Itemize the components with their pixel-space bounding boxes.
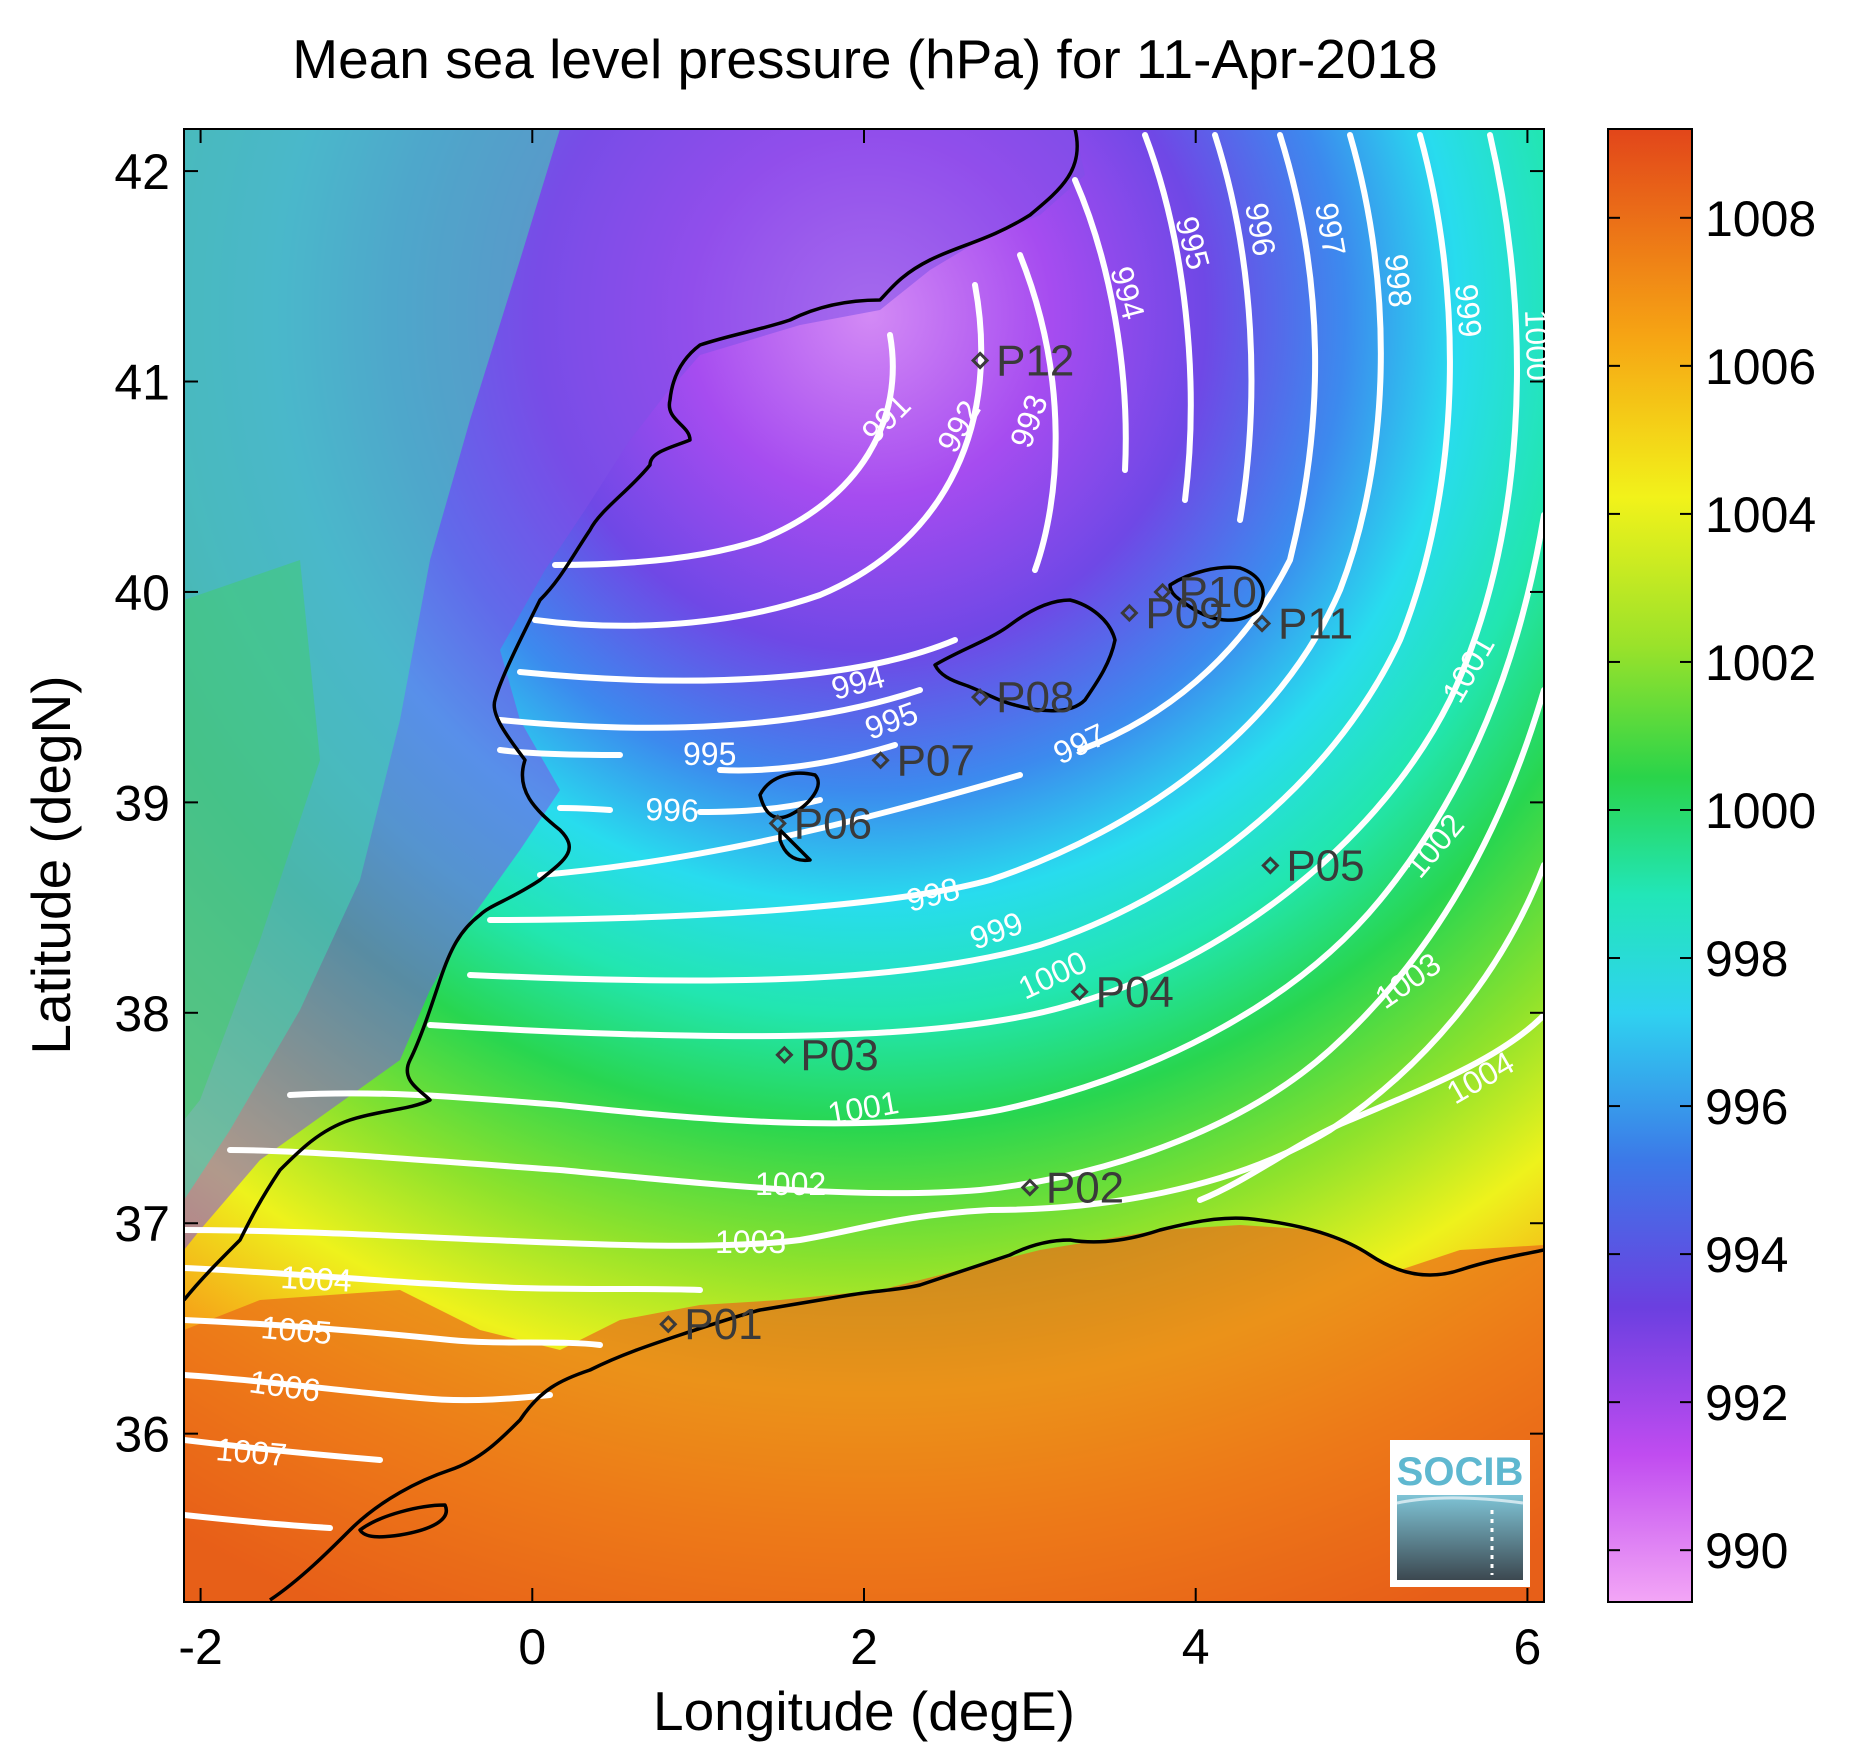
- station-label-p08: P08: [996, 673, 1074, 722]
- station-marker-p03: [775, 1045, 794, 1065]
- isobar-1005: [184, 1317, 603, 1348]
- socib-logo-wave: [1396, 1496, 1524, 1505]
- contour-label-1002-south: 1002: [755, 1166, 826, 1202]
- alboran-coastline: [358, 1503, 449, 1539]
- chart-title: Mean sea level pressure (hPa) for 11-Apr…: [292, 28, 1437, 90]
- africa-coastline: [269, 1216, 1544, 1602]
- isobar-991: [552, 332, 896, 568]
- station-label-p11: P11: [1278, 600, 1353, 649]
- socib-logo-graphic: [1397, 1495, 1523, 1580]
- colorbar-tick-label: 994: [1705, 1227, 1788, 1283]
- x-tick-label: 2: [850, 1619, 878, 1675]
- colorbar-tick-label: 1006: [1705, 339, 1816, 395]
- station-label-p10: P10: [1179, 568, 1257, 617]
- menorca-coastline: [1168, 565, 1265, 622]
- contour-label-1005: 1005: [259, 1309, 333, 1351]
- isobar-997: [537, 132, 1319, 878]
- colorbar-tick-label: 1008: [1705, 191, 1816, 247]
- contour-label-999: 999: [1448, 282, 1489, 338]
- station-label-p02: P02: [1046, 1163, 1124, 1212]
- station-label-p04: P04: [1096, 968, 1174, 1017]
- isobar-1000: [427, 132, 1520, 1040]
- station-marker-p01: [659, 1315, 678, 1334]
- colorbar-tick-label: 1002: [1705, 635, 1816, 691]
- x-tick-label: 6: [1514, 1619, 1542, 1675]
- colorbar-tick-label: 996: [1705, 1079, 1788, 1135]
- station-label-p06: P06: [794, 799, 872, 848]
- axes: -2 0 2 4 6 36 37 38 39 40 41 42: [114, 129, 1544, 1675]
- iberia-land-shade-west2: [184, 560, 320, 1120]
- ibiza-coastline: [758, 771, 820, 863]
- plot-area: [184, 129, 1544, 1602]
- station-label-p07: P07: [897, 736, 975, 785]
- x-tick-label: 4: [1182, 1619, 1210, 1675]
- colorbar-tick-label: 990: [1705, 1523, 1788, 1579]
- socib-logo-text: SOCIB: [1397, 1450, 1524, 1494]
- station-marker-p08: [970, 688, 990, 707]
- isobar-1008: [184, 1512, 333, 1531]
- iberia-coastline: [184, 129, 1079, 1302]
- station-label-p05: P05: [1286, 842, 1364, 891]
- station-marker-p07: [871, 751, 890, 770]
- colorbar: [1607, 128, 1693, 1603]
- y-tick-label: 40: [114, 565, 170, 621]
- isobar-993: [517, 252, 1059, 684]
- socib-logo: SOCIB: [1390, 1440, 1530, 1587]
- station-label-p09: P09: [1145, 589, 1223, 638]
- isobar-1003: [184, 862, 1544, 1249]
- station-marker-p05: [1261, 856, 1280, 875]
- station-marker-p02: [1020, 1178, 1039, 1197]
- isobar-995: [497, 132, 1194, 774]
- contour-label-1004-west: 1004: [280, 1259, 353, 1299]
- station-marker-p06: [768, 814, 787, 833]
- station-marker-p09: [1120, 603, 1139, 623]
- station-label-p01: P01: [684, 1300, 762, 1349]
- y-tick-label: 38: [114, 986, 170, 1042]
- y-tick-label: 39: [114, 775, 170, 831]
- isobars: [184, 132, 1544, 1531]
- isobar-992: [532, 282, 985, 629]
- isobar-1002: [227, 687, 1544, 1197]
- contour-label-998: 998: [1378, 252, 1419, 308]
- contour-label-996-west: 996: [645, 791, 700, 829]
- station-marker-p11: [1252, 614, 1272, 633]
- station-label-p12: P12: [996, 336, 1074, 385]
- x-axis-label: Longitude (degE): [653, 1680, 1075, 1742]
- station-marker-p04: [1070, 982, 1089, 1001]
- y-tick-label: 42: [114, 144, 170, 200]
- isobar-998: [487, 132, 1384, 923]
- mallorca-coastline: [933, 598, 1117, 713]
- station-marker-p10: [1153, 582, 1172, 602]
- colorbar-tick-label: 992: [1705, 1375, 1788, 1431]
- coastlines: [184, 129, 1544, 1602]
- x-tick-label: -2: [178, 1619, 222, 1675]
- colorbar-tick-label: 998: [1705, 931, 1788, 987]
- y-tick-label: 36: [114, 1407, 170, 1463]
- contour-label-995-west: 995: [683, 736, 736, 772]
- contour-label-1003-south: 1003: [715, 1224, 786, 1260]
- y-tick-label: 41: [114, 355, 170, 411]
- station-label-p03: P03: [800, 1031, 878, 1080]
- y-tick-label: 37: [114, 1196, 170, 1252]
- colorbar-ticks: 990 992 994 996 998 1000 1002 1004 1006 1008: [1608, 191, 1816, 1579]
- isobar-1004: [184, 1012, 1544, 1293]
- africa-land-shade: [184, 1225, 1544, 1602]
- y-axis-label: Latitude (degN): [20, 675, 82, 1054]
- isobar-994: [497, 177, 1129, 731]
- isobar-1006: [184, 1372, 553, 1404]
- contour-label-1007: 1007: [214, 1431, 288, 1473]
- iberia-land-shade-west: [184, 129, 560, 1200]
- isobar-1001: [287, 512, 1544, 1127]
- isobar-999: [467, 132, 1453, 984]
- colorbar-tick-label: 1004: [1705, 487, 1816, 543]
- contour-label-1000: 1000: [1518, 309, 1556, 381]
- colorbar-tick-label: 1000: [1705, 783, 1816, 839]
- isobar-1007: [184, 1437, 383, 1463]
- station-marker-p12: [970, 351, 990, 370]
- x-tick-label: 0: [518, 1619, 546, 1675]
